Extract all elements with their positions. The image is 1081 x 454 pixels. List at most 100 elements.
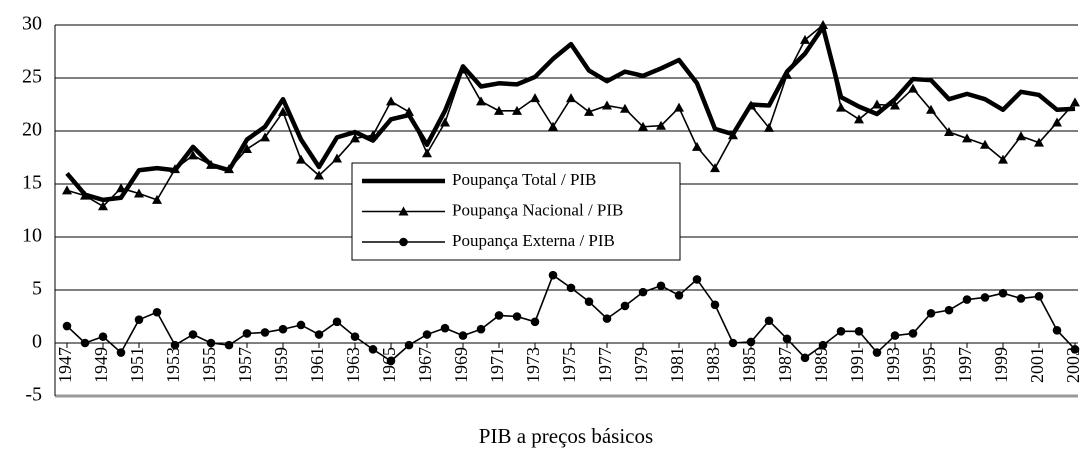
data-point xyxy=(800,34,810,44)
x-tick-label: 1979 xyxy=(631,347,651,383)
data-point xyxy=(440,117,450,127)
x-tick-label: 1961 xyxy=(307,347,327,383)
data-point xyxy=(512,105,522,115)
data-point xyxy=(818,20,828,29)
data-point xyxy=(836,102,846,112)
data-point xyxy=(638,121,648,131)
legend-marker xyxy=(398,206,409,216)
data-point xyxy=(836,327,846,336)
x-tick-label: 1989 xyxy=(811,347,831,383)
data-point xyxy=(1070,345,1080,354)
data-point xyxy=(548,270,558,280)
x-tick-label: 1987 xyxy=(775,347,795,383)
data-point xyxy=(116,348,126,357)
x-tick-label: 1953 xyxy=(163,347,183,383)
data-point xyxy=(1016,131,1026,141)
data-point xyxy=(530,317,540,327)
legend-marker xyxy=(399,237,408,247)
x-tick-label: 1965 xyxy=(379,347,399,383)
data-point xyxy=(440,323,450,333)
y-tick-label: -5 xyxy=(25,384,42,406)
data-point xyxy=(620,301,630,311)
x-tick-label: 1957 xyxy=(235,347,255,383)
data-point xyxy=(584,297,594,306)
legend-label: Poupança Externa / PIB xyxy=(452,231,615,250)
data-point xyxy=(296,320,306,330)
data-point xyxy=(332,317,342,327)
data-point xyxy=(332,153,342,163)
data-point xyxy=(494,105,504,115)
x-tick-label: 2003 xyxy=(1063,347,1081,383)
legend-label: Poupança Nacional / PIB xyxy=(452,200,623,219)
data-point xyxy=(278,106,288,116)
data-point xyxy=(350,133,360,143)
data-point xyxy=(656,281,666,291)
data-point xyxy=(584,106,594,116)
x-tick-label: 1947 xyxy=(55,347,75,383)
data-point xyxy=(458,331,468,340)
data-point xyxy=(170,164,180,174)
data-point xyxy=(764,316,774,326)
data-point xyxy=(224,340,234,350)
data-point xyxy=(746,100,756,110)
y-tick-label: 5 xyxy=(32,278,42,300)
data-point xyxy=(746,337,756,347)
data-point xyxy=(602,314,612,323)
legend: Poupança Total / PIB Poupança Nacional / … xyxy=(351,162,681,261)
data-point xyxy=(1052,325,1062,335)
data-point xyxy=(242,329,252,338)
data-point xyxy=(566,93,576,103)
data-point xyxy=(422,330,432,339)
data-point xyxy=(1034,137,1044,147)
data-point xyxy=(1016,294,1026,303)
data-point xyxy=(872,99,882,109)
data-point xyxy=(854,327,864,336)
data-point xyxy=(728,130,738,140)
data-point xyxy=(152,194,162,204)
data-point xyxy=(260,132,270,142)
data-point xyxy=(620,103,630,113)
x-tick-label: 1985 xyxy=(739,347,759,383)
y-tick-label: 20 xyxy=(22,119,42,141)
data-point xyxy=(224,164,234,174)
data-point xyxy=(926,104,936,114)
data-point xyxy=(944,305,954,315)
data-point xyxy=(62,321,72,331)
y-tick-label: 25 xyxy=(22,66,42,88)
y-tick-label: 30 xyxy=(22,13,42,35)
x-tick-label: 1951 xyxy=(127,347,147,383)
data-point xyxy=(314,170,324,180)
data-point xyxy=(116,183,126,193)
data-point xyxy=(80,338,90,348)
data-point xyxy=(368,130,378,140)
y-tick-label: 10 xyxy=(22,225,42,247)
data-point xyxy=(404,340,414,350)
x-axis-title: PIB a preços básicos xyxy=(479,424,653,448)
data-point xyxy=(962,295,972,304)
data-point xyxy=(278,324,288,334)
data-point xyxy=(98,201,108,211)
data-point xyxy=(692,141,702,151)
x-tick-label: 1995 xyxy=(919,347,939,383)
data-point xyxy=(566,283,576,293)
data-point xyxy=(260,328,270,337)
data-point xyxy=(134,188,144,198)
data-point xyxy=(134,315,144,324)
data-point xyxy=(890,100,900,110)
data-point xyxy=(386,356,396,366)
data-point xyxy=(692,275,702,284)
data-point xyxy=(368,345,378,354)
x-tick-label: 1973 xyxy=(523,347,543,383)
x-tick-label: 2001 xyxy=(1027,347,1047,383)
data-point xyxy=(800,353,810,363)
data-point xyxy=(422,148,432,158)
data-point xyxy=(872,348,882,357)
data-point xyxy=(764,122,774,132)
data-point xyxy=(674,291,684,300)
data-point xyxy=(710,300,720,310)
data-point xyxy=(908,329,918,338)
series-line xyxy=(65,24,1076,203)
data-point xyxy=(818,340,828,350)
data-point xyxy=(188,330,198,339)
data-point xyxy=(782,69,792,79)
